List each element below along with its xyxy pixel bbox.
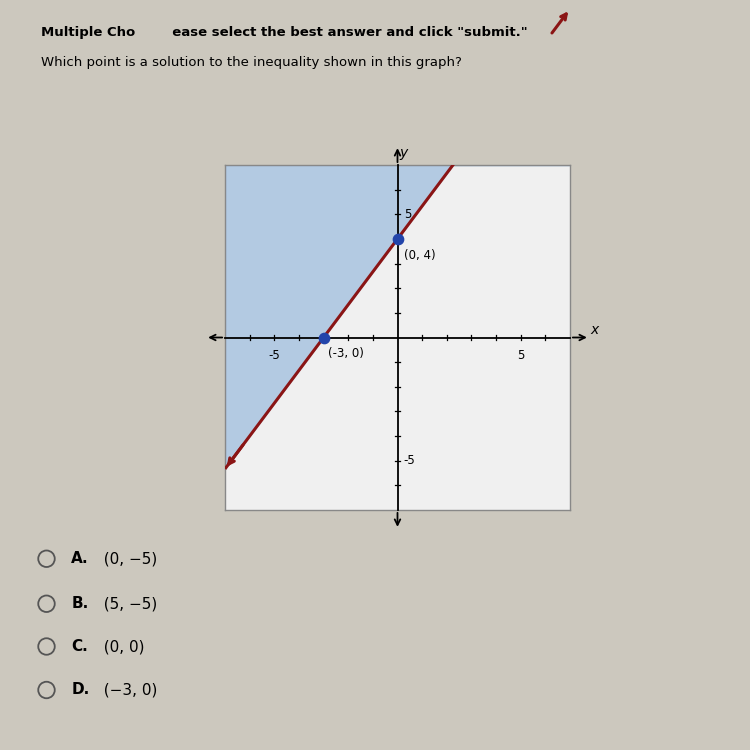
Text: (-3, 0): (-3, 0) <box>328 347 364 360</box>
Point <box>317 332 329 344</box>
Text: (0, 4): (0, 4) <box>404 249 435 262</box>
Text: -5: -5 <box>404 454 416 467</box>
Text: C.: C. <box>71 639 88 654</box>
Text: Which point is a solution to the inequality shown in this graph?: Which point is a solution to the inequal… <box>41 56 462 69</box>
Text: -5: -5 <box>268 349 280 361</box>
Text: y: y <box>400 146 408 160</box>
Point <box>392 233 404 245</box>
Text: B.: B. <box>71 596 88 611</box>
Text: Multiple Cho        ease select the best answer and click "submit.": Multiple Cho ease select the best answer… <box>41 26 528 39</box>
Text: (5, −5): (5, −5) <box>94 596 157 611</box>
Text: (0, −5): (0, −5) <box>94 551 157 566</box>
Text: x: x <box>590 323 598 337</box>
Text: D.: D. <box>71 682 89 698</box>
Text: A.: A. <box>71 551 88 566</box>
Text: (0, 0): (0, 0) <box>94 639 144 654</box>
Text: 5: 5 <box>404 208 411 220</box>
Text: (−3, 0): (−3, 0) <box>94 682 158 698</box>
Text: 5: 5 <box>517 349 524 361</box>
